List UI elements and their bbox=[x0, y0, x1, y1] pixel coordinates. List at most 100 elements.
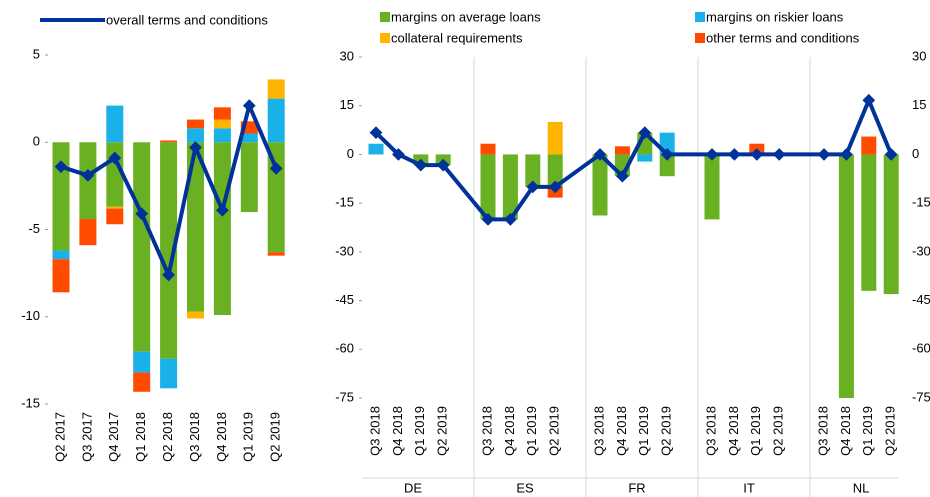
group-label: FR bbox=[628, 480, 645, 495]
y2-tick-label: -60 bbox=[912, 341, 930, 356]
x-tick-label: Q3 2018 bbox=[703, 406, 718, 456]
line-marker bbox=[772, 148, 786, 161]
line-marker bbox=[81, 169, 95, 182]
x-tick-label: Q4 2018 bbox=[614, 406, 629, 456]
legend-label: margins on riskier loans bbox=[706, 9, 844, 24]
line-marker bbox=[481, 213, 495, 226]
bar-segment bbox=[160, 358, 178, 389]
y2-tick-label: -30 bbox=[912, 243, 930, 258]
bar-segment bbox=[187, 119, 204, 129]
bar-segment bbox=[133, 142, 151, 352]
x-tick-label: Q3 2018 bbox=[815, 406, 830, 456]
legend-swatch bbox=[695, 33, 705, 43]
legend-swatch bbox=[695, 12, 705, 22]
x-tick-label: Q2 2019 bbox=[268, 412, 283, 462]
bar-segment bbox=[480, 143, 496, 155]
line-marker bbox=[728, 148, 741, 161]
bar-segment bbox=[861, 136, 877, 155]
bar-segment bbox=[187, 128, 204, 143]
y-tick-label: 15 bbox=[340, 97, 354, 112]
line bbox=[374, 94, 894, 222]
legend-label: margins on average loans bbox=[391, 9, 541, 24]
legend-swatch bbox=[380, 33, 390, 43]
x-tick-label: Q4 2018 bbox=[390, 406, 405, 456]
line-marker bbox=[269, 162, 283, 175]
legend-label: other terms and conditions bbox=[706, 30, 860, 45]
bar-segment bbox=[637, 154, 653, 162]
x-tick-label: Q1 2019 bbox=[524, 406, 539, 456]
y-tick-label: -15 bbox=[335, 195, 354, 210]
bar-segment bbox=[52, 259, 70, 293]
x-tick-label: Q4 2017 bbox=[106, 412, 121, 462]
legend-label: overall terms and conditions bbox=[106, 12, 268, 27]
line-marker bbox=[436, 158, 450, 172]
y2-tick-label: 15 bbox=[912, 97, 926, 112]
bar-segment bbox=[240, 142, 258, 213]
bar-segment bbox=[838, 154, 854, 398]
line-marker bbox=[189, 141, 202, 154]
bar-segment bbox=[480, 154, 496, 220]
bar-segment bbox=[79, 219, 97, 246]
y-tick-label: 30 bbox=[340, 48, 354, 63]
x-tick-label: Q2 2019 bbox=[547, 406, 562, 456]
line-marker bbox=[216, 203, 229, 217]
bar-segment bbox=[592, 154, 608, 216]
bar-segment bbox=[133, 351, 151, 373]
bar-segment bbox=[106, 105, 124, 143]
y-tick-label: -75 bbox=[335, 389, 354, 404]
x-tick-label: Q3 2017 bbox=[79, 412, 94, 462]
bar-segment bbox=[267, 79, 285, 99]
bar-segment bbox=[52, 142, 70, 251]
line-marker bbox=[135, 207, 149, 221]
line-marker bbox=[862, 93, 876, 107]
y2-tick-label: -15 bbox=[912, 195, 930, 210]
bar-segment bbox=[133, 372, 151, 392]
bar-segment bbox=[213, 142, 231, 316]
bar-segment bbox=[547, 154, 563, 187]
bar-segment bbox=[267, 98, 285, 143]
line-marker bbox=[414, 158, 428, 172]
line-marker bbox=[504, 213, 517, 226]
x-tick-label: Q3 2018 bbox=[591, 406, 606, 456]
bar-segment bbox=[106, 206, 124, 209]
bar-segment bbox=[883, 154, 899, 295]
bar-segment bbox=[267, 252, 285, 256]
bar-segment bbox=[861, 154, 877, 291]
bar-segment bbox=[160, 140, 178, 143]
line-marker bbox=[108, 151, 122, 165]
y-tick-label: -45 bbox=[335, 292, 354, 307]
line-marker bbox=[817, 148, 831, 161]
y-tick-label: 0 bbox=[347, 146, 354, 161]
bar-segment bbox=[213, 128, 231, 143]
x-tick-label: Q4 2018 bbox=[726, 406, 741, 456]
y-tick-label: -10 bbox=[21, 308, 40, 323]
y-tick-label: 5 bbox=[33, 46, 40, 61]
x-tick-label: Q1 2018 bbox=[133, 412, 148, 462]
x-tick-label: Q1 2019 bbox=[241, 412, 256, 462]
bar-segment bbox=[525, 154, 541, 187]
legend-swatch bbox=[380, 12, 390, 22]
x-tick-label: Q3 2018 bbox=[479, 406, 494, 456]
group-label: IT bbox=[743, 480, 755, 495]
y-tick-label: -30 bbox=[335, 243, 354, 258]
line-marker bbox=[242, 99, 256, 112]
y2-tick-label: 0 bbox=[912, 146, 919, 161]
y-tick-label: 0 bbox=[33, 134, 40, 149]
y2-tick-label: 30 bbox=[912, 48, 926, 63]
y2-tick-label: -45 bbox=[912, 292, 930, 307]
x-tick-label: Q3 2018 bbox=[187, 412, 202, 462]
bar-segment bbox=[240, 133, 258, 143]
y-tick-label: -5 bbox=[28, 221, 40, 236]
x-tick-label: Q4 2018 bbox=[214, 412, 229, 462]
y2-tick-label: -75 bbox=[912, 389, 930, 404]
bar-segment bbox=[52, 250, 70, 260]
bar-segment bbox=[368, 143, 384, 155]
x-tick-label: Q1 2019 bbox=[860, 406, 875, 456]
legend-label: collateral requirements bbox=[391, 30, 523, 45]
x-tick-label: Q2 2019 bbox=[771, 406, 786, 456]
line-marker bbox=[392, 148, 405, 161]
x-tick-label: Q1 2019 bbox=[748, 406, 763, 456]
group-label: ES bbox=[516, 480, 534, 495]
bar-segment bbox=[106, 208, 124, 225]
